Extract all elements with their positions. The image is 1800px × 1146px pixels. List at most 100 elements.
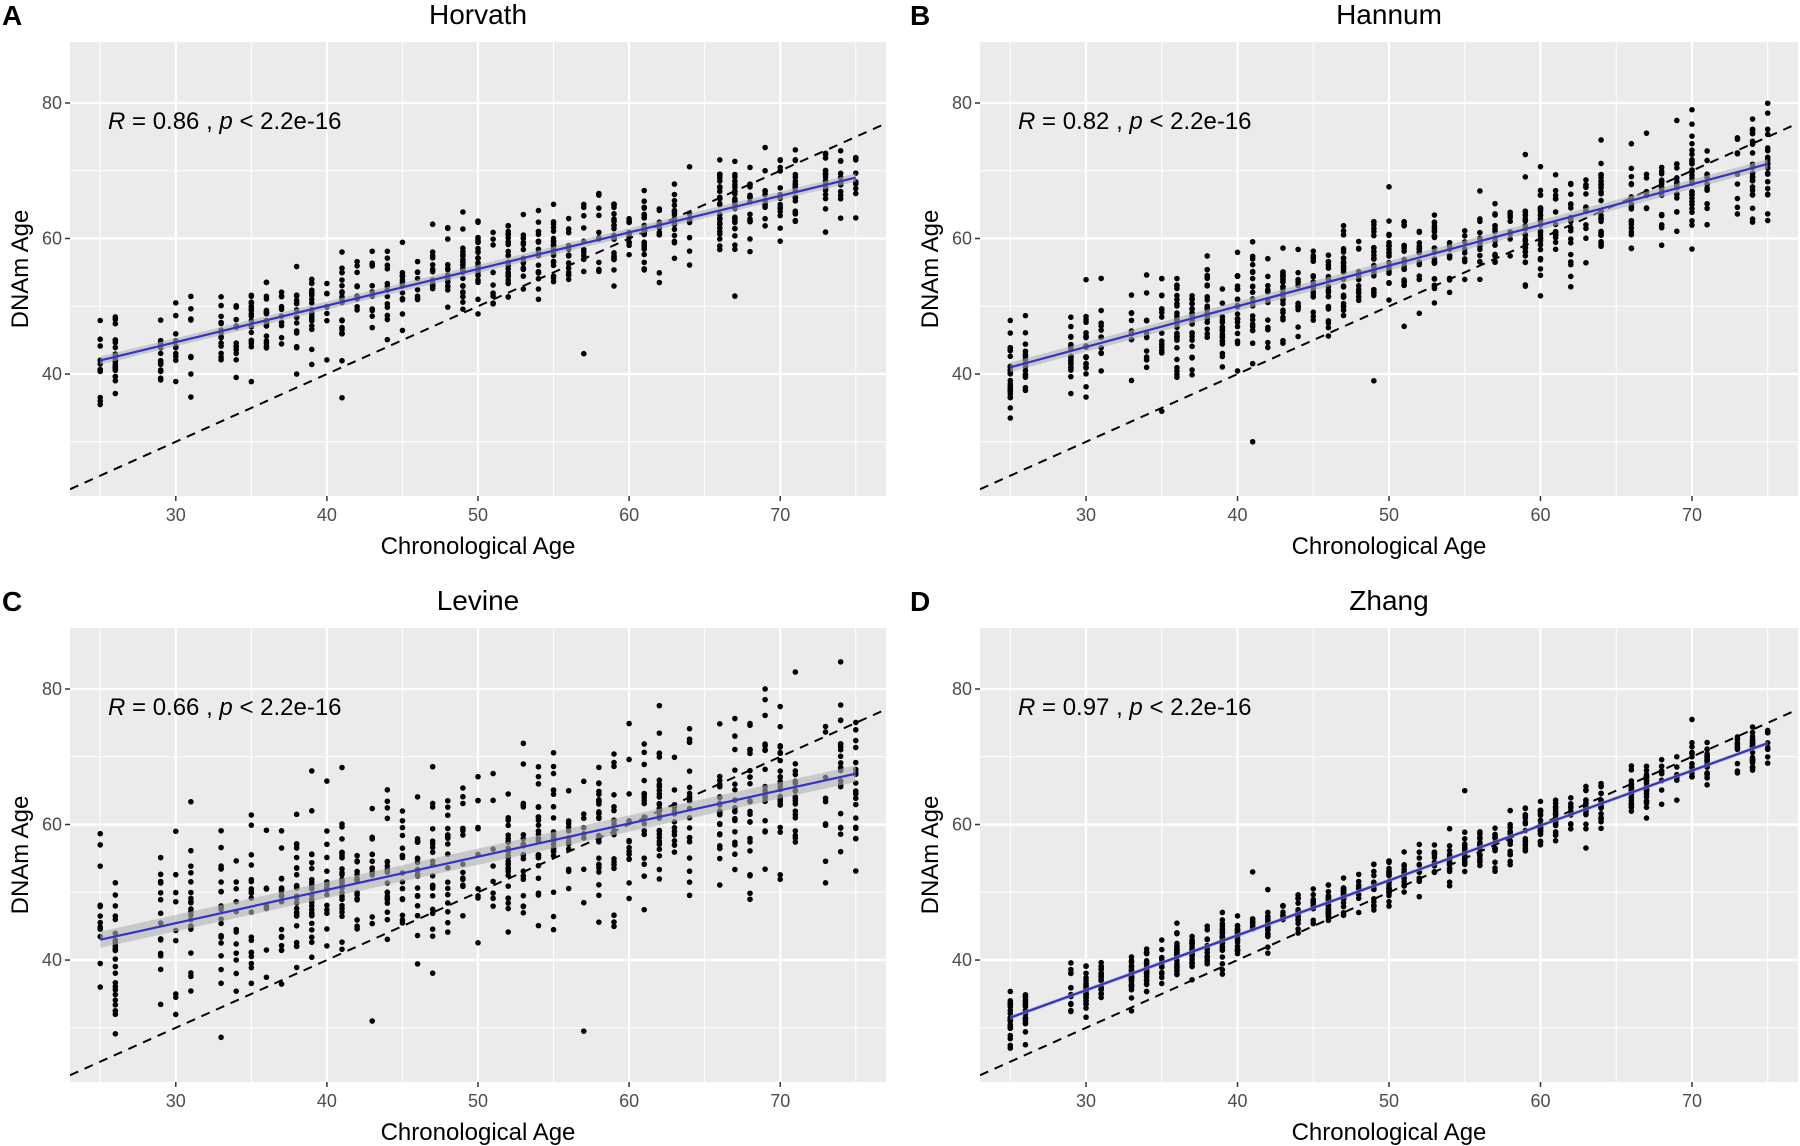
- data-point: [732, 225, 738, 232]
- data-point: [1068, 334, 1074, 340]
- data-point: [460, 785, 466, 791]
- data-point-outlier: [1007, 1045, 1014, 1051]
- data-point: [520, 903, 527, 909]
- data-point: [1295, 324, 1301, 330]
- data-point: [188, 863, 194, 869]
- data-point: [1522, 805, 1529, 812]
- data-point: [233, 879, 240, 885]
- data-point: [233, 858, 240, 864]
- x-tick-label: 70: [770, 1091, 790, 1111]
- data-point: [1704, 756, 1710, 763]
- y-axis-label: DNAm Age: [7, 210, 34, 329]
- data-point: [308, 920, 315, 927]
- data-point: [1477, 229, 1483, 236]
- data-point: [444, 265, 451, 272]
- data-point: [1068, 1001, 1074, 1008]
- data-point: [747, 236, 753, 242]
- data-point: [233, 941, 240, 947]
- data-point: [1174, 371, 1180, 378]
- data-point: [1068, 373, 1074, 380]
- data-point: [188, 898, 194, 905]
- data-point: [505, 895, 512, 902]
- data-point: [837, 747, 844, 753]
- data-point: [1401, 323, 1407, 330]
- data-point: [157, 350, 164, 357]
- data-point: [399, 895, 406, 902]
- data-point: [1537, 257, 1544, 263]
- data-point: [460, 209, 466, 215]
- x-axis-label: Chronological Age: [381, 533, 576, 560]
- data-point: [324, 902, 330, 909]
- panel-title: Zhang: [1349, 585, 1428, 616]
- data-point: [384, 815, 391, 822]
- data-point: [188, 317, 194, 323]
- data-point: [1068, 985, 1074, 991]
- r-symbol: R: [108, 108, 125, 135]
- data-point: [490, 895, 496, 902]
- data-point: [1567, 251, 1574, 258]
- data-point: [157, 966, 164, 973]
- data-point: [1280, 245, 1286, 251]
- data-point: [429, 849, 436, 856]
- data-point: [1158, 309, 1165, 316]
- data-point: [505, 252, 512, 259]
- data-point: [777, 238, 784, 244]
- data-point: [641, 855, 648, 861]
- data-point: [732, 171, 738, 178]
- data-point: [1764, 760, 1771, 767]
- data-point: [1022, 371, 1029, 378]
- data-point: [1552, 822, 1559, 829]
- data-point: [505, 822, 512, 829]
- data-point: [1098, 275, 1104, 282]
- data-point: [429, 261, 436, 268]
- data-point: [248, 299, 255, 305]
- data-point: [444, 919, 451, 926]
- data-point: [520, 740, 527, 747]
- data-point: [852, 824, 859, 831]
- data-point: [732, 242, 738, 248]
- data-point: [1598, 825, 1604, 832]
- data-point: [852, 791, 859, 797]
- data-point: [157, 871, 164, 878]
- plot-area: [980, 708, 1798, 1077]
- data-point: [747, 780, 753, 787]
- data-point: [1098, 327, 1104, 333]
- y-tick-label: 40: [952, 364, 972, 384]
- data-point: [1007, 330, 1014, 336]
- data-point: [1537, 246, 1544, 253]
- regression-line: [99, 176, 857, 362]
- data-point: [218, 844, 224, 851]
- data-point: [716, 777, 723, 784]
- data-point: [747, 890, 753, 897]
- data-point: [747, 164, 753, 171]
- data-point: [233, 926, 240, 933]
- data-point: [1567, 273, 1574, 280]
- data-point: [1280, 337, 1286, 344]
- data-point: [1431, 258, 1438, 265]
- data-point: [414, 269, 421, 276]
- data-point: [278, 303, 285, 310]
- data-point: [414, 885, 421, 891]
- data-point: [399, 832, 406, 839]
- data-point: [460, 912, 466, 919]
- data-point: [1371, 861, 1377, 868]
- data-point: [444, 236, 451, 242]
- data-point: [324, 290, 330, 297]
- data-point: [475, 825, 481, 832]
- data-point: [1674, 165, 1680, 171]
- data-point: [248, 888, 255, 895]
- data-point: [490, 903, 496, 909]
- data-point: [293, 293, 300, 299]
- data-point: [1461, 228, 1468, 234]
- data-point: [1325, 324, 1332, 331]
- data-point: [686, 163, 693, 170]
- data-point: [1507, 858, 1513, 865]
- data-point: [460, 306, 466, 312]
- data-point: [475, 255, 481, 261]
- data-point: [172, 991, 179, 997]
- data-point: [716, 236, 723, 242]
- data-point: [278, 926, 285, 933]
- data-point: [535, 207, 542, 214]
- data-point: [1764, 185, 1771, 192]
- data-point: [1007, 1017, 1014, 1024]
